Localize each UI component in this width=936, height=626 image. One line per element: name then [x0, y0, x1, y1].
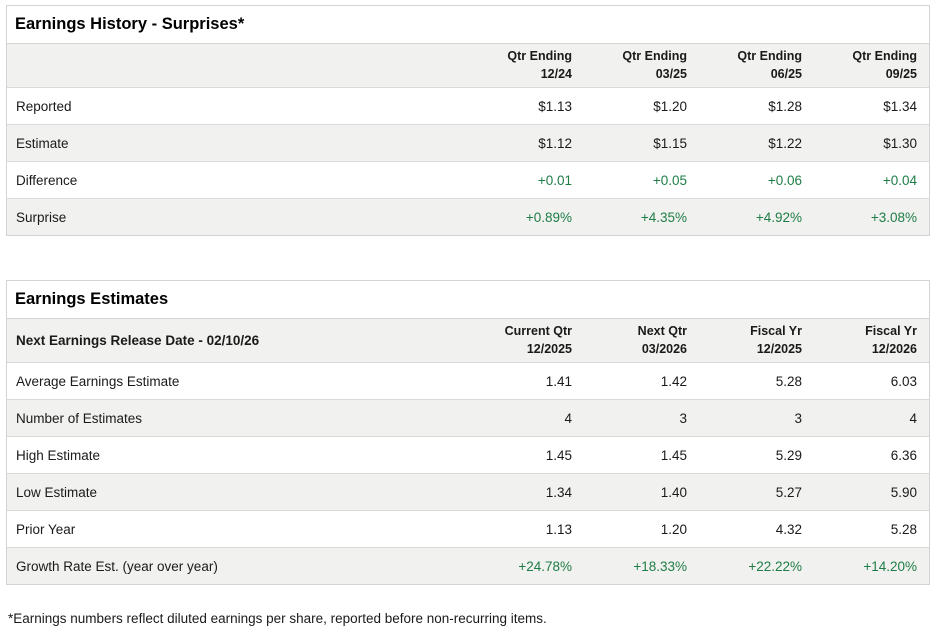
table-row-average-earnings-estimate: Average Earnings Estimate 1.41 1.42 5.28…	[7, 362, 929, 399]
value-cell: 1.41	[545, 373, 572, 389]
value-cell: $1.15	[653, 135, 687, 151]
value-cell: 1.34	[545, 484, 572, 500]
column-header-next-qtr: Next Qtr 03/2026	[637, 324, 687, 356]
value-cell: $1.30	[883, 135, 917, 151]
column-header-qtr-0925: Qtr Ending 09/25	[852, 49, 917, 81]
earnings-footnote: *Earnings numbers reflect diluted earnin…	[8, 611, 547, 626]
value-cell: 1.20	[660, 521, 687, 537]
value-cell: +4.92%	[755, 209, 802, 225]
value-cell: $1.22	[768, 135, 802, 151]
value-cell: $1.34	[883, 98, 917, 114]
value-cell: +0.89%	[525, 209, 572, 225]
row-label: Prior Year	[16, 521, 76, 537]
earnings-history-title: Earnings History - Surprises*	[7, 6, 929, 44]
earnings-history-header-row: Qtr Ending 12/24 Qtr Ending 03/25 Qtr En…	[7, 44, 929, 87]
row-label: Number of Estimates	[16, 410, 143, 426]
value-cell: +24.78%	[518, 558, 572, 574]
value-cell: 5.27	[775, 484, 802, 500]
row-label: Estimate	[16, 135, 69, 151]
value-cell: 1.13	[545, 521, 572, 537]
table-row-high-estimate: High Estimate 1.45 1.45 5.29 6.36	[7, 436, 929, 473]
value-cell: +0.06	[767, 172, 802, 188]
row-label: Difference	[16, 172, 78, 188]
column-header-current-qtr: Current Qtr 12/2025	[504, 324, 572, 356]
column-header-qtr-0625: Qtr Ending 06/25	[737, 49, 802, 81]
value-cell: +0.05	[652, 172, 687, 188]
table-row-difference: Difference +0.01 +0.05 +0.06 +0.04	[7, 161, 929, 198]
value-cell: 4	[564, 410, 572, 426]
value-cell: 1.45	[660, 447, 687, 463]
column-header-qtr-0325: Qtr Ending 03/25	[622, 49, 687, 81]
value-cell: 3	[679, 410, 687, 426]
column-header-qtr-1224: Qtr Ending 12/24	[507, 49, 572, 81]
value-cell: +4.35%	[640, 209, 687, 225]
value-cell: 6.03	[890, 373, 917, 389]
table-gap	[6, 236, 930, 280]
table-row-prior-year: Prior Year 1.13 1.20 4.32 5.28	[7, 510, 929, 547]
column-header-fiscal-yr-2026: Fiscal Yr 12/2026	[865, 324, 917, 356]
next-earnings-release-date-label: Next Earnings Release Date - 02/10/26	[16, 333, 260, 348]
value-cell: 4.32	[775, 521, 802, 537]
value-cell: 5.28	[775, 373, 802, 389]
table-row-surprise: Surprise +0.89% +4.35% +4.92% +3.08%	[7, 198, 929, 235]
earnings-estimates-header-row: Next Earnings Release Date - 02/10/26 Cu…	[7, 319, 929, 362]
earnings-estimates-title: Earnings Estimates	[7, 281, 929, 319]
value-cell: 5.29	[775, 447, 802, 463]
value-cell: 1.40	[660, 484, 687, 500]
value-cell: 1.42	[660, 373, 687, 389]
value-cell: $1.28	[768, 98, 802, 114]
table-row-reported: Reported $1.13 $1.20 $1.28 $1.34	[7, 87, 929, 124]
value-cell: +0.01	[537, 172, 572, 188]
table-row-low-estimate: Low Estimate 1.34 1.40 5.27 5.90	[7, 473, 929, 510]
row-label: Average Earnings Estimate	[16, 373, 180, 389]
column-header-fiscal-yr-2025: Fiscal Yr 12/2025	[750, 324, 802, 356]
value-cell: +22.22%	[748, 558, 802, 574]
row-label: Growth Rate Est. (year over year)	[16, 558, 218, 574]
value-cell: 3	[794, 410, 802, 426]
value-cell: +0.04	[882, 172, 917, 188]
value-cell: +14.20%	[863, 558, 917, 574]
value-cell: $1.13	[538, 98, 572, 114]
earnings-estimates-table: Earnings Estimates Next Earnings Release…	[6, 280, 930, 585]
row-label: Reported	[16, 98, 72, 114]
row-label: Low Estimate	[16, 484, 98, 500]
value-cell: 4	[909, 410, 917, 426]
value-cell: 1.45	[545, 447, 572, 463]
value-cell: 5.90	[890, 484, 917, 500]
value-cell: $1.12	[538, 135, 572, 151]
table-row-growth-rate-estimate: Growth Rate Est. (year over year) +24.78…	[7, 547, 929, 584]
table-row-estimate: Estimate $1.12 $1.15 $1.22 $1.30	[7, 124, 929, 161]
row-label: Surprise	[16, 209, 67, 225]
table-row-number-of-estimates: Number of Estimates 4 3 3 4	[7, 399, 929, 436]
row-label: High Estimate	[16, 447, 101, 463]
earnings-history-surprises-table: Earnings History - Surprises* Qtr Ending…	[6, 5, 930, 236]
value-cell: 6.36	[890, 447, 917, 463]
value-cell: 5.28	[890, 521, 917, 537]
value-cell: +18.33%	[633, 558, 687, 574]
value-cell: $1.20	[653, 98, 687, 114]
value-cell: +3.08%	[870, 209, 917, 225]
